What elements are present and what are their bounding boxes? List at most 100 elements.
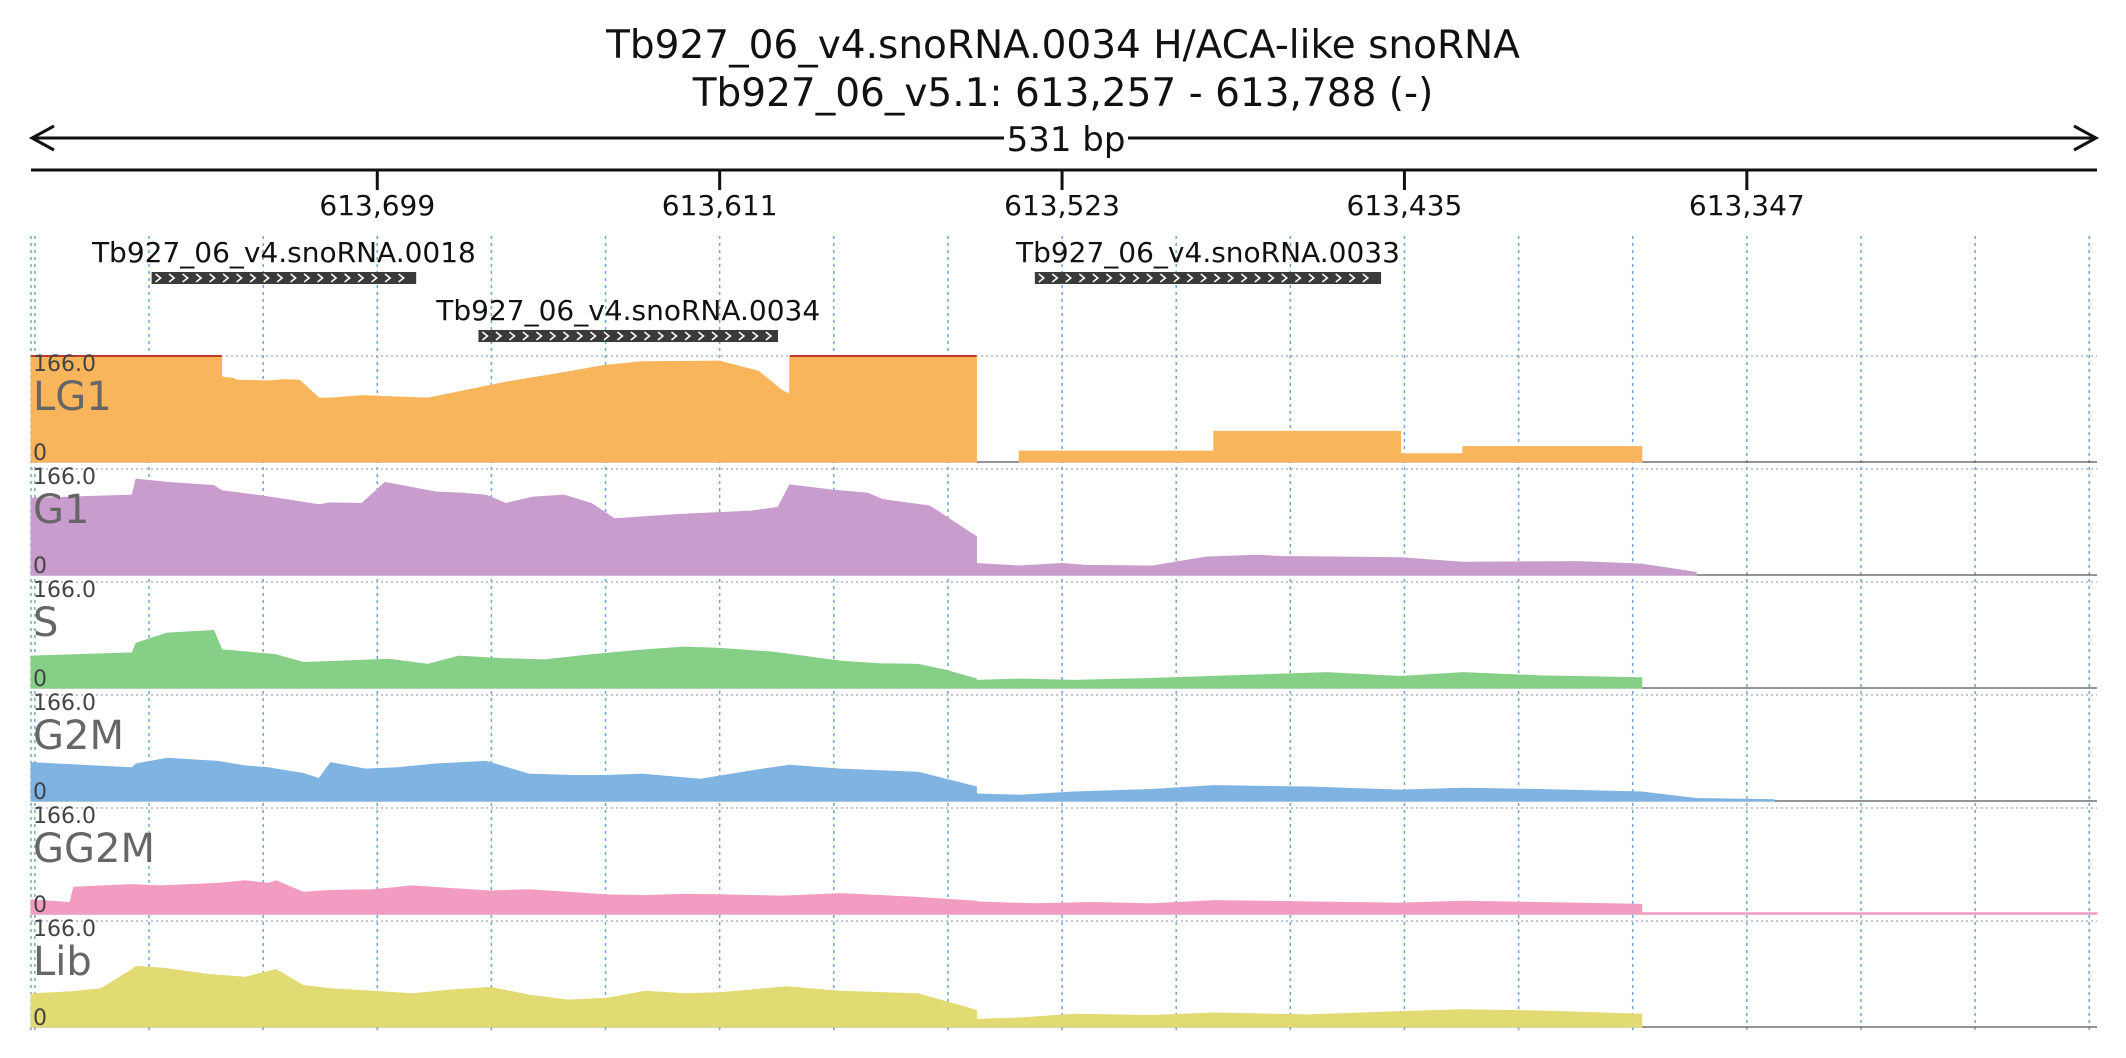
- strand-chevron-icon: [1186, 273, 1194, 283]
- gene-annotation[interactable]: Tb927_06_v4.snoRNA.0018: [91, 236, 476, 284]
- coverage-track: 166.0G1 0: [30, 465, 2097, 579]
- strand-chevron-icon: [236, 273, 243, 283]
- gene-annotation[interactable]: Tb927_06_v4.snoRNA.0034: [435, 294, 820, 342]
- x-tick-label: 613,347: [1689, 189, 1805, 222]
- left-arrowhead-icon: [28, 124, 55, 152]
- track-ymin-label: 0: [33, 667, 47, 692]
- gene-label: Tb927_06_v4.snoRNA.0033: [1015, 236, 1400, 269]
- strand-chevron-icon: [1038, 273, 1046, 283]
- coverage-area: [1462, 446, 1643, 463]
- strand-chevron-icon: [1146, 273, 1154, 283]
- coverage-area: [1213, 430, 1402, 463]
- coverage-area: [30, 630, 977, 689]
- track-ymin-label: 0: [33, 893, 47, 918]
- strand-chevron-icon: [522, 331, 530, 341]
- strand-chevron-icon: [195, 273, 203, 283]
- strand-chevron-icon: [317, 273, 324, 283]
- strand-chevron-icon: [209, 273, 216, 283]
- strand-chevron-icon: [155, 273, 162, 283]
- x-tick-label: 613,611: [662, 189, 778, 222]
- strand-chevron-icon: [657, 331, 665, 341]
- strand-chevron-icon: [576, 331, 584, 341]
- strand-chevron-icon: [495, 331, 503, 341]
- gene-annotation[interactable]: Tb927_06_v4.snoRNA.0033: [1015, 236, 1400, 284]
- strand-chevron-icon: [1119, 273, 1127, 283]
- strand-chevron-icon: [481, 331, 489, 341]
- span-indicator: 531 bp: [28, 120, 2100, 160]
- strand-chevron-icon: [303, 273, 311, 283]
- strand-chevron-icon: [330, 273, 338, 283]
- strand-chevron-icon: [1105, 273, 1113, 283]
- strand-chevron-icon: [765, 331, 773, 341]
- track-ymin-label: 0: [33, 554, 47, 579]
- strand-chevron-icon: [1092, 273, 1100, 283]
- strand-chevron-icon: [1254, 273, 1262, 283]
- strand-chevron-icon: [1173, 273, 1181, 283]
- strand-chevron-icon: [1281, 273, 1289, 283]
- x-tick-label: 613,435: [1347, 189, 1463, 222]
- strand-chevron-icon: [168, 273, 176, 283]
- strand-chevron-icon: [1078, 273, 1086, 283]
- strand-chevron-icon: [249, 273, 257, 283]
- track-name: S: [33, 600, 58, 646]
- track-name: GG2M: [33, 826, 155, 872]
- strand-chevron-icon: [1308, 273, 1316, 283]
- strand-chevron-icon: [1213, 273, 1221, 283]
- strand-chevron-icon: [711, 331, 719, 341]
- strand-chevron-icon: [371, 273, 378, 283]
- strand-chevron-icon: [724, 331, 732, 341]
- coverage-area: [1018, 450, 1215, 463]
- title-block: Tb927_06_v4.snoRNA.0034 H/ACA-like snoRN…: [605, 23, 1520, 116]
- strand-chevron-icon: [344, 273, 351, 283]
- strand-chevron-icon: [1362, 273, 1370, 283]
- track-ymin-label: 0: [33, 1006, 47, 1031]
- strand-chevron-icon: [357, 273, 365, 283]
- strand-chevron-icon: [1065, 273, 1073, 283]
- strand-chevron-icon: [1335, 273, 1343, 283]
- coverage-area: [30, 757, 977, 802]
- track-ymax-label: 166.0: [33, 804, 96, 829]
- coverage-area: [30, 478, 977, 576]
- strand-chevron-icon: [535, 331, 543, 341]
- gene-bar[interactable]: [151, 272, 417, 284]
- strand-chevron-icon: [290, 273, 297, 283]
- gene-annotations: Tb927_06_v4.snoRNA.0018 Tb927_06_v4.snoRN…: [91, 236, 1400, 342]
- gene-bar[interactable]: [1034, 272, 1382, 284]
- right-arrowhead-icon: [2073, 124, 2100, 152]
- track-name: G2M: [33, 713, 124, 759]
- coverage-area: [975, 672, 1643, 689]
- track-name: G1: [33, 487, 89, 533]
- track-ymax-label: 166.0: [33, 917, 96, 942]
- x-tick-label: 613,523: [1004, 189, 1120, 222]
- strand-chevron-icon: [508, 331, 516, 341]
- strand-chevron-icon: [751, 331, 759, 341]
- coverage-area: [1641, 912, 2098, 915]
- gene-bar[interactable]: [478, 330, 779, 342]
- track-ymin-label: 0: [33, 441, 47, 466]
- track-name: Lib: [33, 939, 92, 985]
- span-label: 531 bp: [1007, 120, 1126, 160]
- track-ymin-label: 0: [33, 780, 47, 805]
- coverage-area: [975, 785, 1775, 802]
- strand-chevron-icon: [1321, 273, 1329, 283]
- chart-title: Tb927_06_v4.snoRNA.0034 H/ACA-like snoRN…: [605, 23, 1520, 68]
- strand-chevron-icon: [1227, 273, 1235, 283]
- coverage-area: [975, 900, 1643, 915]
- strand-chevron-icon: [1240, 273, 1248, 283]
- strand-chevron-icon: [562, 331, 570, 341]
- strand-chevron-icon: [670, 331, 678, 341]
- strand-chevron-icon: [1267, 273, 1275, 283]
- strand-chevron-icon: [589, 331, 597, 341]
- track-ymax-label: 166.0: [33, 352, 96, 377]
- x-axis: 613,699 613,611 613,523 613,435 613,347: [31, 168, 2097, 222]
- strand-chevron-icon: [276, 273, 284, 283]
- strand-chevron-icon: [630, 331, 638, 341]
- strand-chevron-icon: [643, 331, 651, 341]
- strand-chevron-icon: [1132, 273, 1140, 283]
- coverage-area: [975, 1009, 1643, 1028]
